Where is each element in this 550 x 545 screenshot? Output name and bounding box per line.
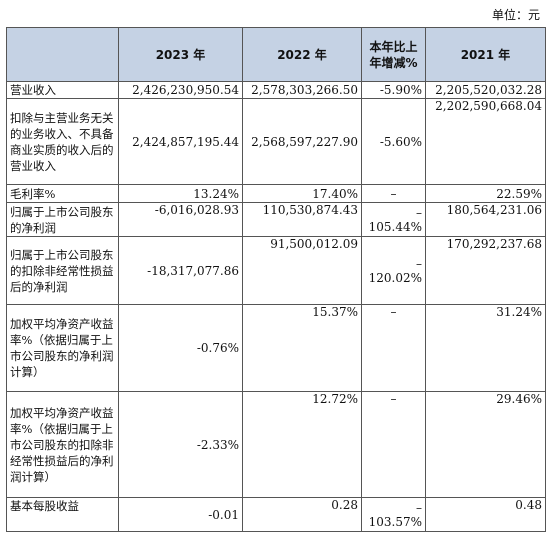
cell-2022: 91,500,012.09: [242, 236, 362, 305]
cell-2021: 0.48: [425, 497, 546, 532]
cell-change: –: [361, 184, 426, 203]
change-value: 105.44%: [368, 219, 422, 234]
cell-2021: 31.24%: [425, 304, 546, 392]
row-label: 基本每股收益: [6, 497, 119, 532]
cell-2023: 2,426,230,950.54: [118, 81, 243, 99]
row-label: 扣除与主营业务无关的业务收入、不具备商业实质的收入后的营业收入: [6, 98, 119, 185]
unit-label: 单位：元: [491, 8, 540, 22]
row-label: 归属于上市公司股东的扣除非经常性损益后的净利润: [6, 236, 119, 305]
cell-2022: 2,568,597,227.90: [242, 98, 362, 185]
header-2023: 2023 年: [118, 27, 243, 82]
change-dash: –: [416, 205, 422, 220]
cell-2021: 180,564,231.06: [425, 202, 546, 237]
cell-change: – 103.57%: [361, 497, 426, 532]
change-dash: –: [416, 256, 422, 271]
change-value: 120.02%: [368, 270, 422, 285]
cell-change: – 105.44%: [361, 202, 426, 237]
cell-2022: 110,530,874.43: [242, 202, 362, 237]
table-row: 归属于上市公司股东的净利润 -6,016,028.93 110,530,874.…: [6, 202, 546, 237]
cell-change: -5.60%: [361, 98, 426, 185]
table-row: 加权平均净资产收益率%（依据归属于上市公司股东的净利润计算） -0.76% 15…: [6, 304, 546, 392]
cell-change: -5.90%: [361, 81, 426, 99]
table-row: 加权平均净资产收益率%（依据归属于上市公司股东的扣除非经常性损益后的净利润计算）…: [6, 391, 546, 498]
header-2021: 2021 年: [425, 27, 546, 82]
row-label: 加权平均净资产收益率%（依据归属于上市公司股东的扣除非经常性损益后的净利润计算）: [6, 391, 119, 498]
row-label: 归属于上市公司股东的净利润: [6, 202, 119, 237]
table-row: 扣除与主营业务无关的业务收入、不具备商业实质的收入后的营业收入 2,424,85…: [6, 98, 546, 185]
table-row: 基本每股收益 -0.01 0.28 – 103.57% 0.48: [6, 497, 546, 532]
cell-2023: -6,016,028.93: [118, 202, 243, 237]
header-item: [6, 27, 119, 82]
cell-2021: 2,205,520,032.28: [425, 81, 546, 99]
cell-change: –: [361, 391, 426, 498]
cell-2022: 15.37%: [242, 304, 362, 392]
cell-2021: 29.46%: [425, 391, 546, 498]
cell-2023: -18,317,077.86: [118, 236, 243, 305]
cell-2023: -0.01: [118, 497, 243, 532]
row-label: 加权平均净资产收益率%（依据归属于上市公司股东的净利润计算）: [6, 304, 119, 392]
row-label: 毛利率%: [6, 184, 119, 203]
cell-change: – 120.02%: [361, 236, 426, 305]
header-change: 本年比上年增减%: [361, 27, 426, 82]
cell-2023: 13.24%: [118, 184, 243, 203]
change-value: 103.57%: [368, 514, 422, 529]
cell-2021: 2,202,590,668.04: [425, 98, 546, 185]
table-row: 归属于上市公司股东的扣除非经常性损益后的净利润 -18,317,077.86 9…: [6, 236, 546, 305]
cell-2023: -2.33%: [118, 391, 243, 498]
header-2022: 2022 年: [242, 27, 362, 82]
cell-2022: 17.40%: [242, 184, 362, 203]
cell-2022: 12.72%: [242, 391, 362, 498]
cell-2023: -0.76%: [118, 304, 243, 392]
cell-change: –: [361, 304, 426, 392]
cell-2021: 170,292,237.68: [425, 236, 546, 305]
table-header-row: 2023 年 2022 年 本年比上年增减% 2021 年: [6, 27, 546, 82]
cell-2022: 2,578,303,266.50: [242, 81, 362, 99]
cell-2023: 2,424,857,195.44: [118, 98, 243, 185]
cell-2021: 22.59%: [425, 184, 546, 203]
change-dash: –: [416, 500, 422, 515]
table-row: 营业收入 2,426,230,950.54 2,578,303,266.50 -…: [6, 81, 546, 99]
table-row: 毛利率% 13.24% 17.40% – 22.59%: [6, 184, 546, 203]
row-label: 营业收入: [6, 81, 119, 99]
financial-table: 2023 年 2022 年 本年比上年增减% 2021 年 营业收入 2,426…: [6, 27, 546, 532]
cell-2022: 0.28: [242, 497, 362, 532]
